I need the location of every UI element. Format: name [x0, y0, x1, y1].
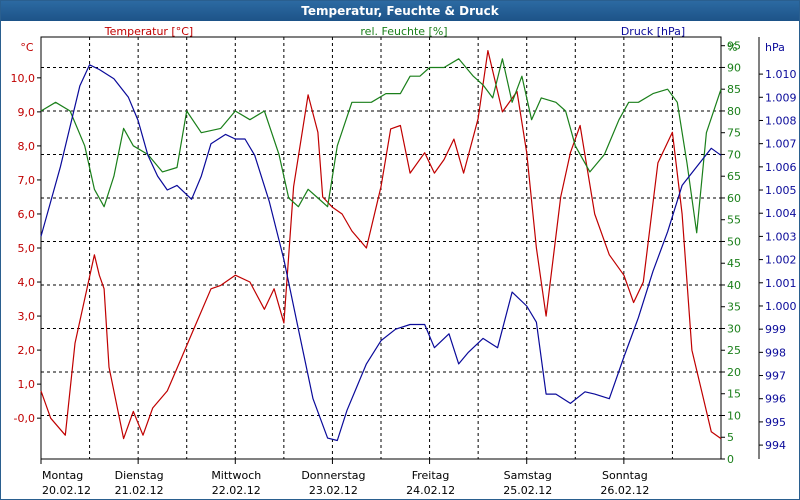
temperature-axis-label: Temperatur [°C] [104, 25, 193, 38]
pressure-tick-label: 1.005 [765, 184, 797, 197]
temperature-tick-label: 1,0 [18, 378, 36, 391]
pressure-tick-label: 1.001 [765, 277, 797, 290]
humidity-tick-label: 30 [727, 322, 741, 335]
humidity-tick-label: 5 [727, 431, 734, 444]
x-tick-label-date: 25.02.12 [503, 484, 552, 497]
pressure-tick-label: 1.000 [765, 300, 797, 313]
temperature-tick-label: 10,0 [11, 72, 36, 85]
pressure-unit: hPa [765, 41, 785, 54]
temperature-tick-label: 5,0 [18, 242, 36, 255]
x-tick-label-date: 21.02.12 [115, 484, 164, 497]
humidity-tick-label: 35 [727, 301, 741, 314]
temperature-tick-label: 6,0 [18, 208, 36, 221]
humidity-tick-label: 40 [727, 279, 741, 292]
humidity-tick-label: 20 [727, 366, 741, 379]
pressure-tick-label: 1.008 [765, 114, 797, 127]
x-tick-label-day: Freitag [412, 469, 450, 482]
series-line-temperature [40, 49, 722, 440]
pressure-tick-label: 1.007 [765, 138, 797, 151]
humidity-tick-label: 0 [727, 453, 734, 466]
humidity-tick-label: 65 [727, 170, 741, 183]
pressure-tick-label: 1.003 [765, 230, 797, 243]
temperature-tick-label: 7,0 [18, 174, 36, 187]
x-tick-label-date: 24.02.12 [406, 484, 455, 497]
pressure-axis-label: Druck [hPa] [621, 25, 685, 38]
pressure-tick-label: 1.004 [765, 207, 797, 220]
x-tick-label-day: Montag [42, 469, 83, 482]
humidity-tick-label: 50 [727, 235, 741, 248]
temperature-tick-label: 9,0 [18, 106, 36, 119]
humidity-tick-label: 70 [727, 148, 741, 161]
humidity-tick-label: 80 [727, 105, 741, 118]
temperature-tick-label: 8,0 [18, 140, 36, 153]
humidity-tick-label: 85 [727, 83, 741, 96]
x-tick-label-day: Dienstag [115, 469, 164, 482]
temperature-tick-label: 2,0 [18, 344, 36, 357]
pressure-tick-label: 996 [765, 393, 786, 406]
pressure-tick-label: 997 [765, 370, 786, 383]
x-tick-label-date: 20.02.12 [42, 484, 91, 497]
chart-title: Temperatur, Feuchte & Druck [1, 1, 799, 21]
pressure-tick-label: 1.002 [765, 254, 797, 267]
pressure-tick-label: 994 [765, 439, 786, 452]
pressure-tick-label: 998 [765, 346, 786, 359]
temperature-tick-label: -0,0 [14, 412, 35, 425]
pressure-tick-label: 1.010 [765, 68, 797, 81]
pressure-tick-label: 1.009 [765, 91, 797, 104]
humidity-tick-label: 15 [727, 388, 741, 401]
x-tick-label-day: Donnerstag [301, 469, 365, 482]
series-line-pressure [40, 64, 722, 442]
series-line-humidity [40, 58, 722, 234]
pressure-tick-label: 999 [765, 323, 786, 336]
x-tick-label-date: 23.02.12 [309, 484, 358, 497]
temperature-unit: °C [20, 41, 34, 54]
temperature-tick-label: 4,0 [18, 276, 36, 289]
x-tick-label-day: Mittwoch [211, 469, 261, 482]
x-tick-label-date: 26.02.12 [600, 484, 649, 497]
humidity-tick-label: 75 [727, 127, 741, 140]
x-tick-label-day: Samstag [504, 469, 552, 482]
humidity-tick-label: 90 [727, 61, 741, 74]
pressure-tick-label: 1.006 [765, 161, 797, 174]
humidity-tick-label: 10 [727, 409, 741, 422]
x-tick-label-date: 22.02.12 [212, 484, 261, 497]
humidity-axis-label: rel. Feuchte [%] [360, 25, 447, 38]
humidity-tick-label: 60 [727, 192, 741, 205]
x-tick-label-day: Sonntag [602, 469, 648, 482]
pressure-tick-label: 995 [765, 416, 786, 429]
humidity-tick-label: 45 [727, 257, 741, 270]
humidity-tick-label: 95 [727, 40, 741, 53]
temperature-tick-label: 3,0 [18, 310, 36, 323]
humidity-tick-label: 25 [727, 344, 741, 357]
humidity-unit: % [727, 41, 737, 54]
humidity-tick-label: 55 [727, 214, 741, 227]
